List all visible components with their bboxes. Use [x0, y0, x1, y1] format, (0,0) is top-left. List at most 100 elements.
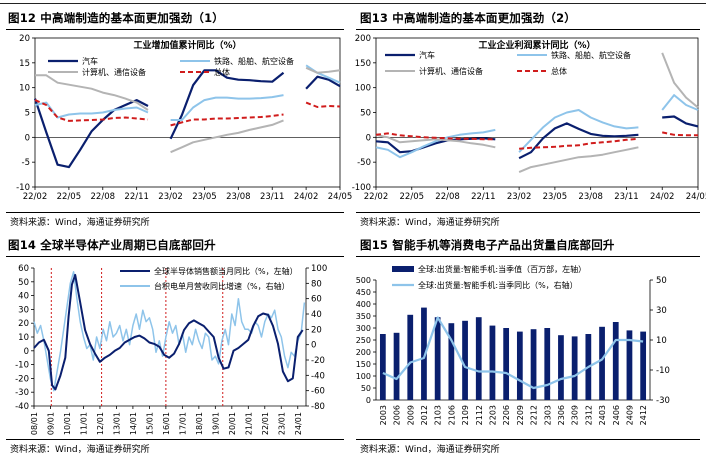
fig14-ytick-left-label: 0 [24, 347, 29, 357]
fig15-bar [516, 331, 523, 400]
fig12-series-2-line [35, 66, 341, 154]
fig12-xtick-label: 24/02 [294, 192, 319, 202]
fig15-xtick-label: 2306 [557, 405, 566, 425]
fig14-xtick-label: 09/01 [46, 412, 55, 435]
fig15-xtick-label: 2212 [530, 405, 539, 425]
fig12-series-0-line [33, 69, 341, 169]
fig12-xtick-label: 22/05 [57, 192, 82, 202]
fig12-legend-label-2: 计算机、通信设备 [82, 67, 146, 77]
fig15-xtick-label: 2206 [502, 405, 511, 425]
fig15-ytick-left-label: 350 [356, 312, 371, 321]
fig14-title-rule [6, 256, 344, 257]
fig15-xtick-label: 2003 [379, 405, 388, 425]
fig12-ytick-label: 15 [19, 59, 30, 69]
fig13-title-rule [356, 29, 700, 30]
fig13-xtick-label: 22/05 [400, 192, 425, 202]
fig15-legend-label-1: 全球:出货量:智能手机:当季同比（%，右轴） [418, 280, 578, 290]
fig14-xtick-label: 21/01 [244, 412, 253, 435]
fig15-ytick-left-label: 150 [356, 360, 371, 369]
fig14-xtick-label: 10/01 [63, 412, 72, 435]
fig13-title: 图13 中高端制造的基本面更加强劲（2） [360, 11, 577, 25]
fig13-ytick-label: 150 [355, 59, 371, 69]
fig15-ytick-left-label: 200 [356, 348, 371, 357]
fig15-source: 资料来源：Wind，海通证券研究所 [360, 445, 500, 455]
fig12-ytick-label: 20 [19, 34, 30, 44]
fig14-xtick-label: 11/01 [79, 412, 88, 435]
fig15-bar [475, 317, 482, 400]
fig12-xtick-label: 23/02 [158, 192, 183, 202]
fig14-xtick-label: 16/01 [162, 412, 171, 435]
fig15-legend-label-0: 全球:出货量:智能手机:当季值（百万部，左轴） [418, 264, 586, 274]
fig15-xtick-label: 2309 [571, 405, 580, 425]
fig13-xtick-label: 22/02 [364, 192, 389, 202]
fig12-ytick-label: 5 [25, 109, 30, 119]
fig12-source-rule [6, 212, 344, 213]
fig13-chart: -100 -50 0 50 100 150 200 22/02 22/05 22/08 22/11 2… [352, 34, 706, 202]
fig14-ytick-left-label: 20 [18, 319, 29, 329]
fig15-xtick-label: 2209 [516, 405, 525, 425]
fig14-xtick-label: 22/01 [261, 412, 270, 435]
fig14-series-tsmc-line [33, 271, 306, 392]
fig14-title: 图14 全球半导体产业周期已自底部回升 [8, 238, 216, 252]
fig15-xtick-label: 2303 [543, 405, 552, 425]
fig14-xtick-label: 19/01 [211, 412, 220, 435]
fig15-xtick-label: 2412 [639, 405, 648, 425]
fig15-bar [503, 328, 510, 400]
fig15-bar [448, 323, 455, 400]
fig14-ytick-right-label: -40 [311, 371, 325, 381]
fig14-ytick-left-label: 30 [18, 305, 29, 315]
fig15-xtick-label: 2112 [475, 405, 484, 425]
fig12-xtick-label: 23/11 [260, 192, 285, 202]
fig13-legend-label-0: 汽车 [419, 50, 435, 60]
fig13-legend-label-2: 计算机、通信设备 [419, 66, 483, 76]
cropped-header-strip [0, 0, 706, 4]
fig15-bar [571, 336, 578, 400]
fig15-bar [434, 317, 441, 400]
fig15-bar [544, 328, 551, 400]
fig13-ytick-label: 50 [360, 109, 371, 119]
fig14-ytick-left-label: -30 [15, 388, 29, 398]
fig13-series-1-line [375, 94, 699, 159]
fig15-xtick-label: 2109 [461, 405, 470, 425]
fig15-bar [612, 322, 619, 400]
fig15-xtick-label: 2103 [434, 405, 443, 425]
fig13-legend-label-3: 总体 [551, 66, 567, 76]
fig14-legend-label-0: 全球半导体销售额当月同比（%，左轴） [154, 266, 298, 276]
fig15-ytick-left-label: 450 [356, 288, 371, 297]
fig15-ytick-left-label: 50 [361, 384, 371, 393]
fig15-xtick-label: 2203 [488, 405, 497, 425]
fig15-xtick-label: 2012 [420, 405, 429, 425]
fig13-ytick-label: -100 [352, 183, 371, 193]
fig14-ytick-right-label: -80 [311, 402, 325, 412]
fig12-xtick-label: 22/08 [91, 192, 116, 202]
fig15-bar [558, 335, 564, 400]
fig15-bar [640, 331, 647, 400]
fig14-xtick-label: 17/01 [178, 412, 187, 435]
fig15-xtick-label: 2106 [447, 405, 456, 425]
fig13-ytick-label: 200 [355, 34, 371, 44]
fig15-bar [393, 332, 400, 400]
fig15-ytick-left-label: 400 [356, 300, 371, 309]
fig13-xtick-label: 23/08 [578, 192, 603, 202]
fig14-ytick-right-label: 80 [311, 279, 322, 289]
fig15-bar [530, 329, 537, 400]
fig12-legend-label-3: 总体 [214, 67, 230, 77]
fig14-ytick-left-label: -10 [15, 361, 29, 371]
fig12-ytick-label: 0 [25, 133, 30, 143]
fig12-chart: -10 -5 0 5 10 15 20 22/02 22/05 22/08 22/11 23/02 23… [16, 34, 352, 202]
fig14-ytick-right-label: -60 [311, 387, 325, 397]
fig13-source-rule [356, 212, 700, 213]
fig14-series-semis-line [33, 273, 304, 391]
fig14-xtick-label: 12/01 [96, 412, 105, 435]
fig13-xtick-label: 22/11 [471, 192, 496, 202]
fig14-xtick-label: 13/01 [112, 412, 121, 435]
fig12-source: 资料来源：Wind，海通证券研究所 [10, 218, 150, 228]
fig15-ytick-left-label: 300 [356, 324, 371, 333]
fig13-source: 资料来源：Wind，海通证券研究所 [360, 218, 500, 228]
fig13-inner-title: 工业企业利润累计同比（%） [478, 39, 595, 51]
fig14-xtick-label: 08/01 [30, 412, 39, 435]
fig15-series-yoy-line [382, 316, 644, 390]
fig15-xtick-label: 2006 [393, 405, 402, 425]
fig12-legend-label-0: 汽车 [82, 56, 98, 66]
fig13-legend-label-1: 铁路、船舶、航空设备 [551, 50, 631, 60]
